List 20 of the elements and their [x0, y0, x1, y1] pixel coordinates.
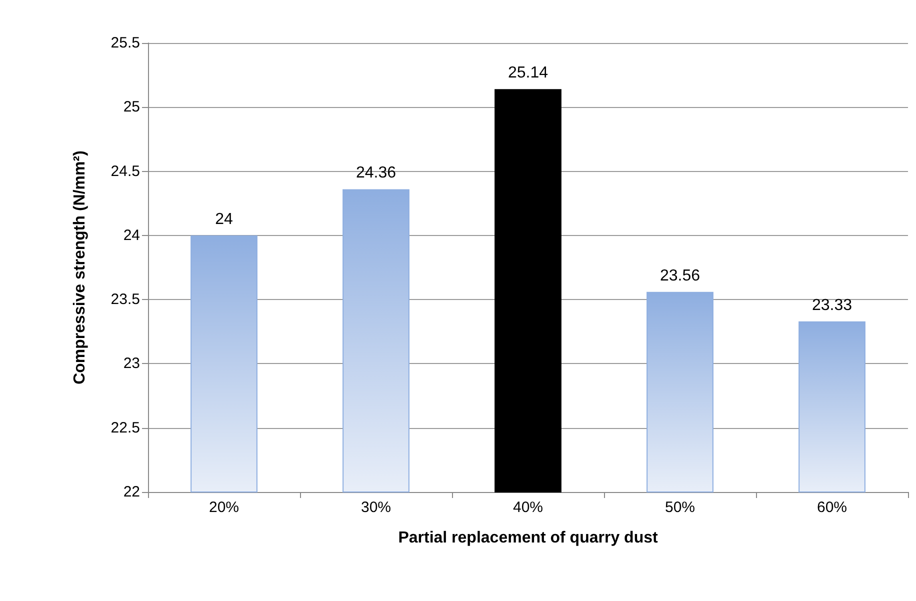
x-tick-label: 50%: [664, 499, 696, 516]
x-tick-label: 60%: [816, 499, 848, 516]
y-tick-label: 22: [123, 484, 140, 500]
x-tick-label: 30%: [360, 499, 392, 516]
data-label: 23.33: [812, 296, 852, 314]
y-tick-label: 25.5: [110, 34, 140, 52]
y-tick-label: 24.5: [110, 162, 140, 180]
x-tick-label: 40%: [512, 499, 544, 516]
y-axis-title: Compressive strength (N/mm²): [72, 150, 88, 384]
x-tick-label: 20%: [208, 499, 240, 516]
x-axis-title: Partial replacement of quarry dust: [398, 530, 658, 546]
data-label: 24: [215, 210, 233, 228]
y-tick-label: 23: [123, 355, 140, 372]
data-label: 24.36: [356, 164, 396, 182]
y-tick-label: 22.5: [110, 419, 140, 436]
data-label: 25.14: [508, 64, 548, 82]
y-tick-label: 25: [123, 98, 140, 116]
data-label: 23.56: [660, 267, 700, 284]
y-tick-label: 23.5: [110, 291, 140, 308]
y-tick-label: 24: [123, 226, 140, 244]
